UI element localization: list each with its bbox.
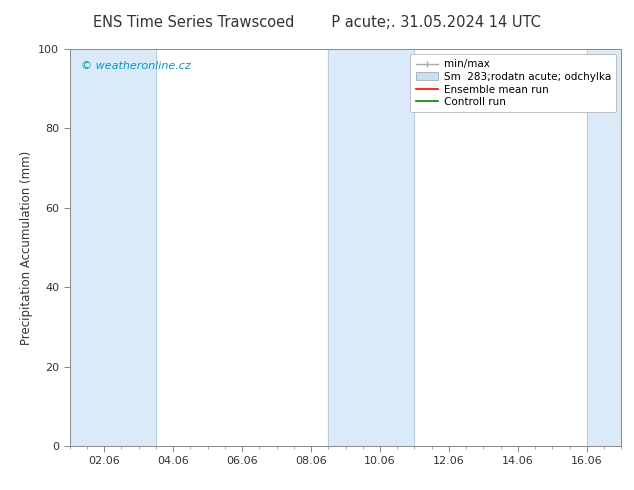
- Bar: [328, 49, 415, 446]
- Text: ENS Time Series Trawscoed        P acute;. 31.05.2024 14 UTC: ENS Time Series Trawscoed P acute;. 31.0…: [93, 15, 541, 30]
- Legend: min/max, Sm  283;rodatn acute; odchylka, Ensemble mean run, Controll run: min/max, Sm 283;rodatn acute; odchylka, …: [410, 54, 616, 112]
- Bar: [70, 49, 156, 446]
- Y-axis label: Precipitation Accumulation (mm): Precipitation Accumulation (mm): [20, 150, 33, 344]
- Text: © weatheronline.cz: © weatheronline.cz: [81, 61, 191, 71]
- Bar: [587, 49, 634, 446]
